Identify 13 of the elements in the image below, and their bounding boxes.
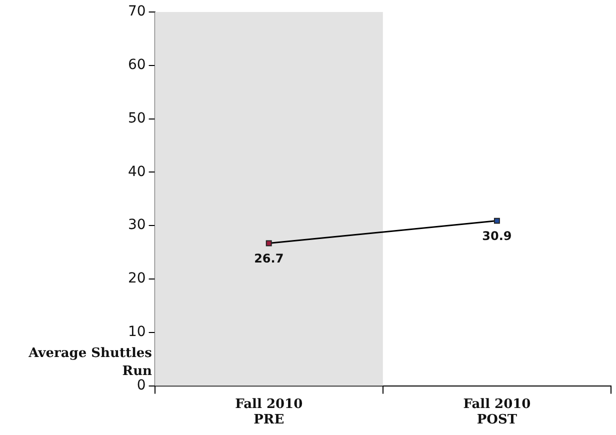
y-axis-title: Average Shuttles Run (28, 346, 153, 380)
x-tick-label: Fall 2010 PRE (235, 396, 303, 428)
y-tick-label: 70 (128, 4, 146, 20)
data-label: 30.9 (482, 228, 512, 243)
y-tick-label: 10 (128, 324, 146, 340)
y-tick-label: 60 (128, 57, 146, 74)
x-tick-label: Fall 2010 POST (463, 396, 531, 428)
y-tick-label: 30 (128, 217, 146, 234)
y-tick-label: 0 (136, 377, 146, 394)
y-tick-label: 40 (128, 164, 146, 180)
y-tick-label: 50 (128, 110, 146, 126)
y-tick-label: 20 (128, 270, 146, 287)
data-label: 26.7 (254, 251, 284, 266)
